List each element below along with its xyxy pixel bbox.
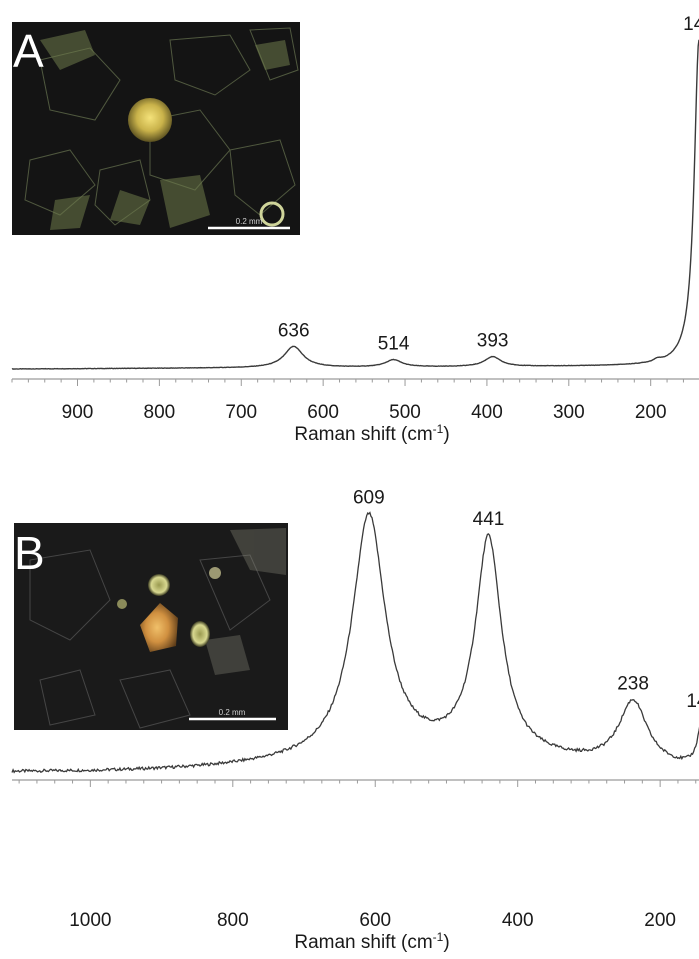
peak-label: 393 xyxy=(477,331,509,352)
x-tick-label: 200 xyxy=(635,402,667,423)
peak-label: 238 xyxy=(617,673,649,694)
x-tick-label: 200 xyxy=(644,910,676,931)
micrograph-inset-b: 0.2 mm B xyxy=(14,523,288,730)
panel-a: 900 800 700 600 500 400 300 200 636 514 393 141 Ra… xyxy=(11,14,699,445)
panel-letter-a: A xyxy=(13,25,44,77)
svg-text:0.2 mm: 0.2 mm xyxy=(236,217,263,226)
x-tick-label: 1000 xyxy=(69,910,111,931)
x-tick-label: 800 xyxy=(217,910,249,931)
panel-letter-b: B xyxy=(14,527,45,579)
x-tick-label: 700 xyxy=(225,402,257,423)
spectrum-line-b xyxy=(11,511,699,774)
x-tick-label: 600 xyxy=(307,402,339,423)
peak-label: 441 xyxy=(473,509,505,530)
x-tick-label: 300 xyxy=(553,402,585,423)
x-ticks-b xyxy=(18,780,697,787)
x-tick-label: 800 xyxy=(144,402,176,423)
peak-label: 141 xyxy=(683,14,699,35)
peak-label: 514 xyxy=(378,334,410,355)
peak-labels-b: 609 441 238 141 xyxy=(353,487,699,712)
x-tick-labels-a: 900 800 700 600 500 400 300 200 xyxy=(62,402,667,423)
x-tick-label: 900 xyxy=(62,402,94,423)
peak-label: 141 xyxy=(686,691,699,712)
spectrum-line-a xyxy=(11,39,699,370)
peak-label: 636 xyxy=(278,320,310,341)
x-axis-title-a: Raman shift (cm-1) xyxy=(294,422,449,445)
x-tick-label: 400 xyxy=(471,402,503,423)
micrograph-inset-a: 0.2 mm A xyxy=(12,22,300,235)
x-tick-label: 500 xyxy=(389,402,421,423)
panel-b: 1000 800 600 400 200 609 441 238 141 Raman shif… xyxy=(11,487,699,953)
x-axis-title-b: Raman shift (cm-1) xyxy=(294,930,449,953)
peak-labels-a: 636 514 393 141 xyxy=(278,14,699,355)
x-tick-labels-b: 1000 800 600 400 200 xyxy=(69,910,676,931)
x-ticks-a xyxy=(11,379,684,386)
peak-label: 609 xyxy=(353,487,385,508)
x-tick-label: 600 xyxy=(359,910,391,931)
svg-text:0.2 mm: 0.2 mm xyxy=(219,708,246,717)
x-tick-label: 400 xyxy=(502,910,534,931)
